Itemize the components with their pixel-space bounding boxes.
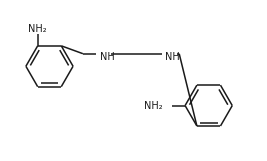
- Text: NH₂: NH₂: [28, 24, 47, 34]
- Text: NH₂: NH₂: [144, 101, 163, 111]
- Text: NH: NH: [100, 52, 114, 62]
- Text: NH: NH: [166, 52, 180, 62]
